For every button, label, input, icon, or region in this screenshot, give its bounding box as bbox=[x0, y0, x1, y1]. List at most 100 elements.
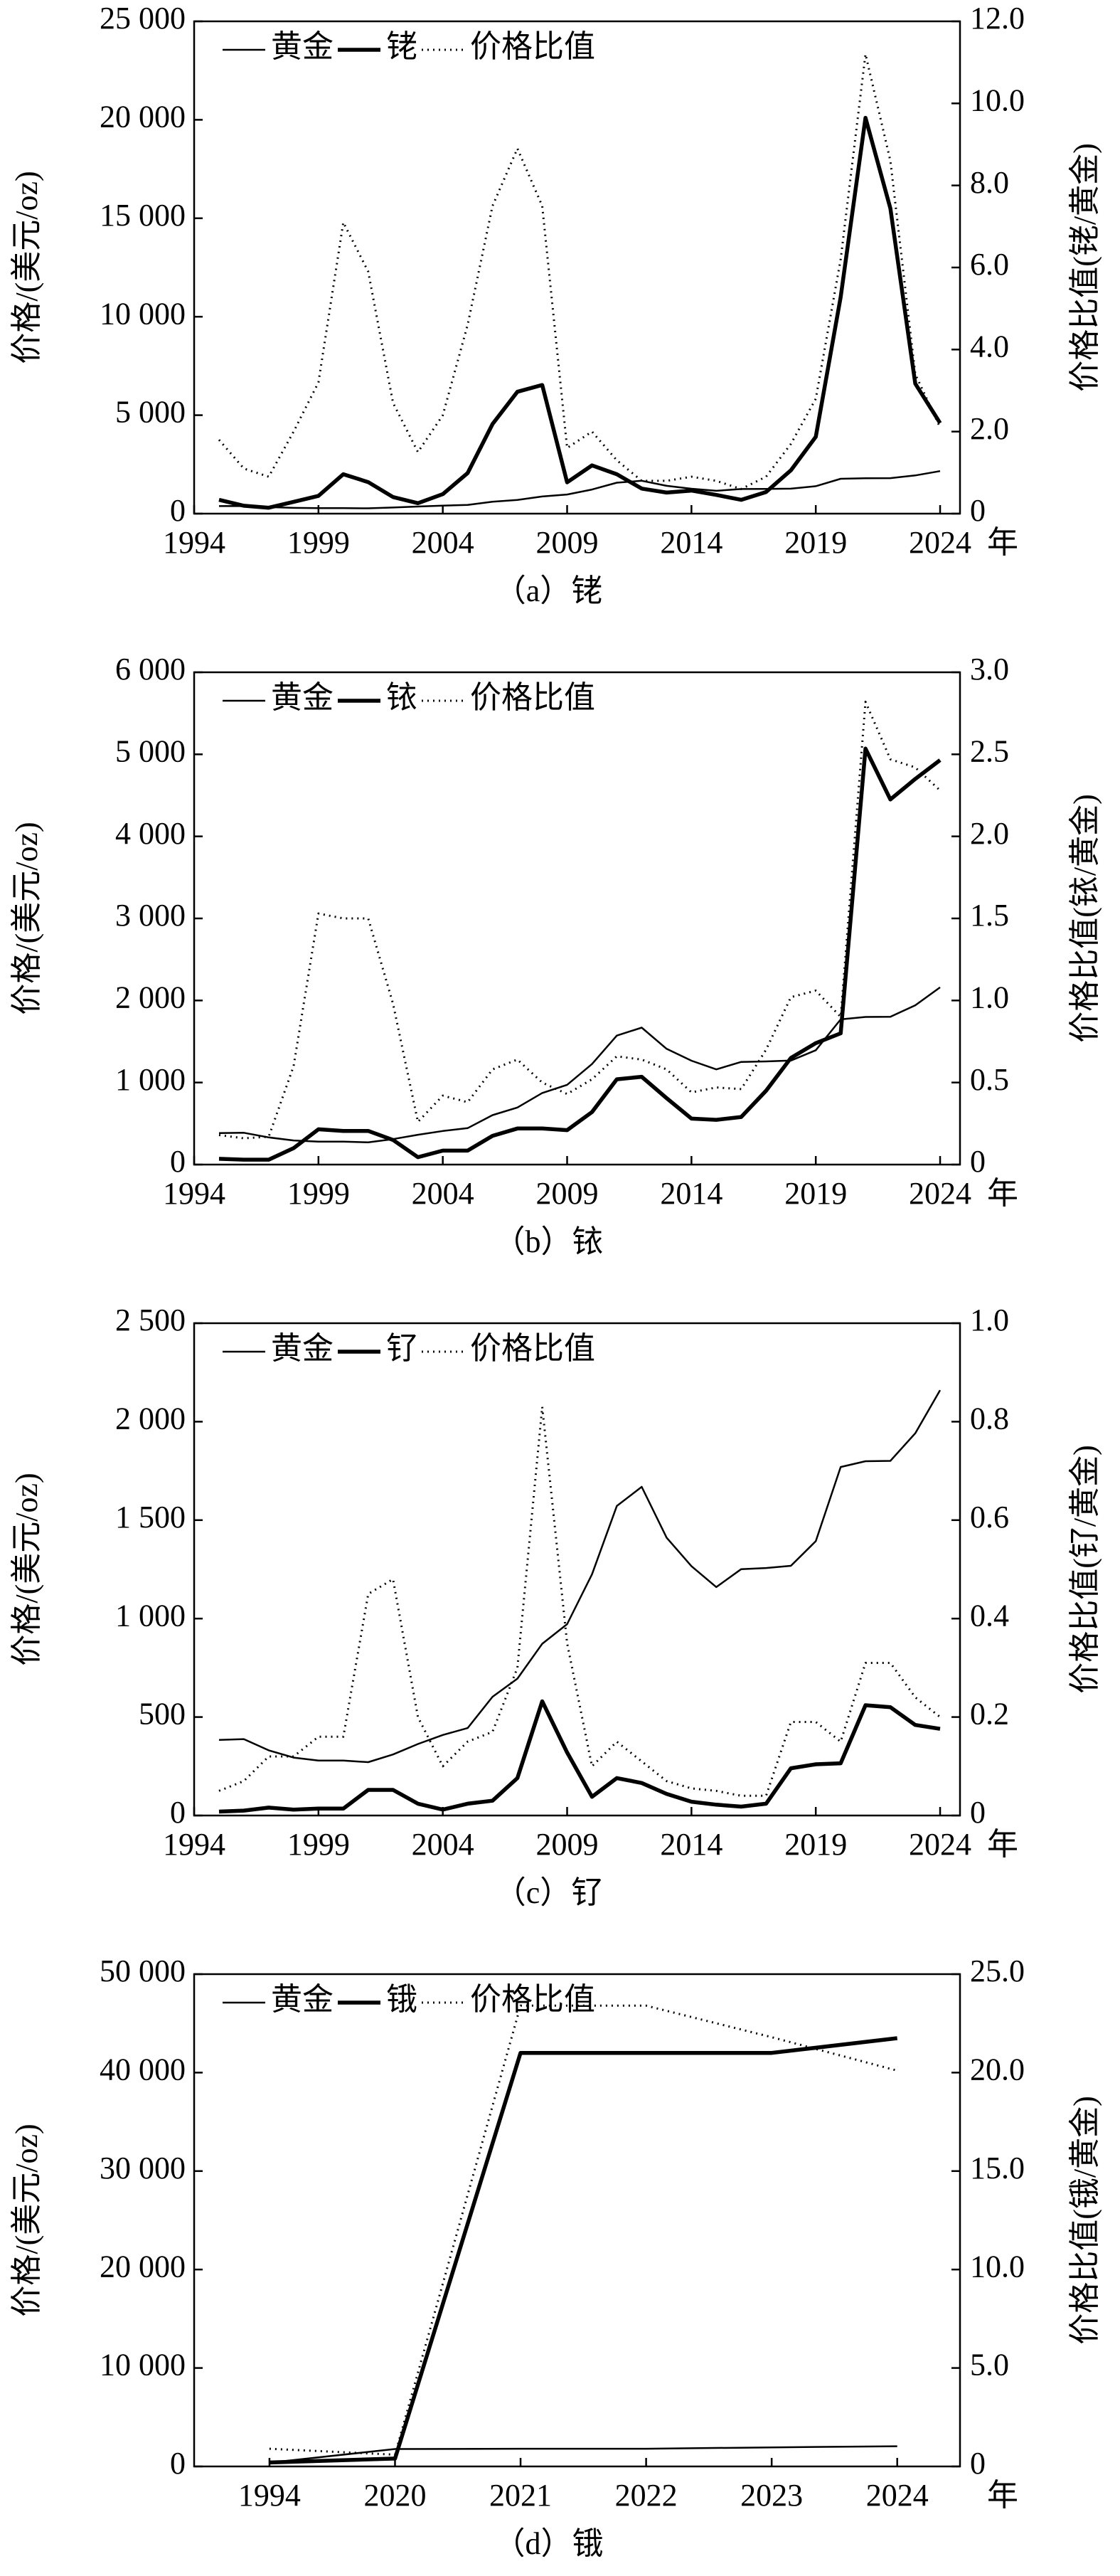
y-tick-label: 0 bbox=[170, 1144, 186, 1179]
x-tick-label: 2019 bbox=[784, 525, 847, 560]
series-line bbox=[218, 470, 941, 509]
y2-tick-label: 6.0 bbox=[970, 247, 1009, 282]
legend-label: 价格比值 bbox=[470, 680, 595, 715]
legend-label: 黄金 bbox=[271, 1982, 334, 2017]
y-tick-label: 10 000 bbox=[100, 296, 186, 331]
y2-tick-label: 0.6 bbox=[970, 1500, 1009, 1535]
plot-frame bbox=[193, 671, 961, 1166]
x-tick-label: 2024 bbox=[909, 525, 971, 560]
x-axis-label: 年 bbox=[987, 1176, 1018, 1211]
y-tick-label: 2 000 bbox=[115, 1401, 186, 1436]
x-tick-label: 2004 bbox=[412, 1827, 474, 1862]
legend-label: 锇 bbox=[386, 1982, 417, 2017]
caption: （a）铑 bbox=[495, 573, 603, 608]
x-tick-label: 2019 bbox=[784, 1176, 847, 1211]
series-line bbox=[218, 53, 942, 490]
y2-tick-label: 12.0 bbox=[970, 1, 1025, 36]
series-line bbox=[269, 2445, 897, 2464]
x-tick-label: 1994 bbox=[163, 1827, 225, 1862]
x-tick-label: 2009 bbox=[536, 1827, 599, 1862]
y-tick-label: 1 000 bbox=[115, 1598, 186, 1633]
legend-label: 价格比值 bbox=[470, 1982, 595, 2017]
y2-tick-label: 1.0 bbox=[970, 980, 1009, 1014]
x-tick-label: 1999 bbox=[287, 525, 350, 560]
legend-label: 铱 bbox=[386, 680, 417, 715]
caption: （c）钌 bbox=[495, 1875, 603, 1910]
x-tick-label: 1999 bbox=[287, 1827, 350, 1862]
x-tick-label: 1999 bbox=[287, 1176, 350, 1211]
y2-tick-label: 1.5 bbox=[970, 898, 1009, 933]
x-tick-label: 2024 bbox=[909, 1176, 971, 1211]
y-tick-label: 500 bbox=[139, 1697, 186, 1732]
x-tick-label: 2009 bbox=[536, 1176, 599, 1211]
x-tick-label: 2014 bbox=[660, 525, 722, 560]
y2-tick-label: 0 bbox=[970, 1795, 986, 1830]
series-line bbox=[218, 1389, 942, 1764]
y2-tick-label: 3.0 bbox=[970, 652, 1009, 687]
legend-label: 钌 bbox=[386, 1331, 417, 1366]
series-line bbox=[218, 1699, 941, 1814]
y-tick-label: 25 000 bbox=[100, 1, 186, 36]
legend-label: 黄金 bbox=[271, 29, 334, 64]
y-tick-label: 0 bbox=[170, 1795, 186, 1830]
y2-tick-label: 0 bbox=[970, 1144, 986, 1179]
y2-tick-label: 0.5 bbox=[970, 1062, 1009, 1097]
y-tick-label: 20 000 bbox=[100, 2249, 186, 2284]
y-tick-label: 3 000 bbox=[115, 898, 186, 933]
series-line bbox=[269, 2004, 898, 2456]
y-axis-label: 价格/(美元/oz) bbox=[9, 822, 44, 1014]
legend-label: 黄金 bbox=[271, 1331, 334, 1366]
y2-tick-label: 8.0 bbox=[970, 165, 1009, 200]
y-tick-label: 6 000 bbox=[115, 652, 186, 687]
y2-tick-label: 0 bbox=[970, 2446, 986, 2481]
y-tick-label: 40 000 bbox=[100, 2052, 186, 2087]
series-line bbox=[218, 701, 942, 1140]
y-tick-label: 0 bbox=[170, 2446, 186, 2481]
y2-tick-label: 0.4 bbox=[970, 1598, 1009, 1633]
x-tick-label: 2022 bbox=[615, 2478, 678, 2513]
y2-tick-label: 0 bbox=[970, 493, 986, 528]
y2-axis-label: 价格比值(钌/黄金) bbox=[1067, 1445, 1102, 1694]
x-tick-label: 2004 bbox=[412, 1176, 474, 1211]
x-tick-label: 2009 bbox=[536, 525, 599, 560]
x-tick-label: 2019 bbox=[784, 1827, 847, 1862]
y-axis-label: 价格/(美元/oz) bbox=[9, 171, 44, 364]
y2-tick-label: 10.0 bbox=[970, 2249, 1025, 2284]
legend-label: 黄金 bbox=[271, 680, 334, 715]
x-axis-label: 年 bbox=[987, 2478, 1018, 2513]
y2-axis-label: 价格比值(铑/黄金) bbox=[1067, 143, 1102, 392]
y2-axis-label: 价格比值(铱/黄金) bbox=[1067, 794, 1102, 1043]
y2-tick-label: 25.0 bbox=[970, 1954, 1025, 1988]
x-tick-label: 1994 bbox=[163, 1176, 225, 1211]
y2-tick-label: 1.0 bbox=[970, 1303, 1009, 1337]
y-tick-label: 2 000 bbox=[115, 980, 186, 1014]
y-tick-label: 4 000 bbox=[115, 816, 186, 851]
series-line bbox=[218, 1406, 941, 1797]
y-tick-label: 15 000 bbox=[100, 198, 186, 233]
y2-tick-label: 2.5 bbox=[970, 733, 1009, 768]
y-tick-label: 2 500 bbox=[115, 1303, 186, 1337]
y-tick-label: 0 bbox=[170, 493, 186, 528]
y-tick-label: 1 000 bbox=[115, 1062, 186, 1097]
x-tick-label: 2020 bbox=[363, 2478, 426, 2513]
x-tick-label: 2014 bbox=[660, 1827, 722, 1862]
x-tick-label: 2024 bbox=[866, 2478, 929, 2513]
caption: （b）铱 bbox=[494, 1224, 604, 1259]
y2-tick-label: 2.0 bbox=[970, 816, 1009, 851]
y-axis-label: 价格/(美元/oz) bbox=[9, 2124, 44, 2316]
x-tick-label: 1994 bbox=[163, 525, 225, 560]
y2-tick-label: 15.0 bbox=[970, 2151, 1025, 2185]
y2-tick-label: 4.0 bbox=[970, 329, 1009, 364]
y2-tick-label: 10.0 bbox=[970, 83, 1025, 117]
y-tick-label: 50 000 bbox=[100, 1954, 186, 1988]
y-tick-label: 5 000 bbox=[115, 395, 186, 430]
x-tick-label: 2021 bbox=[489, 2478, 552, 2513]
x-tick-label: 2024 bbox=[909, 1827, 971, 1862]
x-axis-label: 年 bbox=[987, 525, 1018, 560]
legend-label: 铑 bbox=[386, 29, 417, 64]
legend-label: 价格比值 bbox=[470, 1331, 595, 1366]
x-tick-label: 2004 bbox=[412, 525, 474, 560]
series-line bbox=[218, 746, 942, 1162]
series-line bbox=[218, 115, 942, 510]
